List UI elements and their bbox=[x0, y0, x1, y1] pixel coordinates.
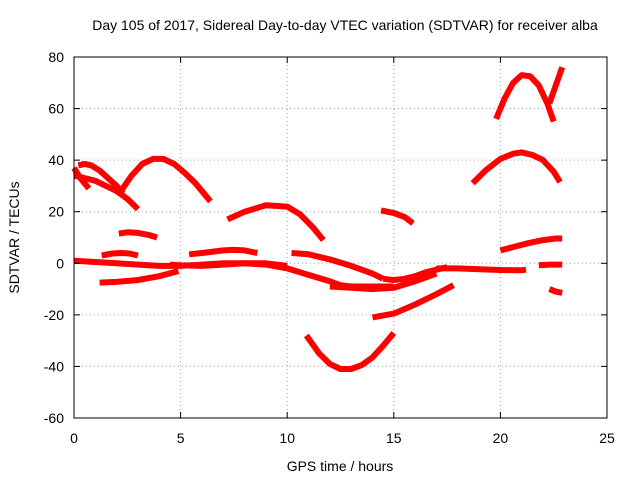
y-tick-label: -40 bbox=[44, 358, 64, 374]
series-arc-6 bbox=[101, 250, 139, 259]
series-arc-7 bbox=[118, 229, 158, 241]
series-arc-9 bbox=[169, 260, 245, 269]
series-arc-8 bbox=[99, 268, 180, 286]
x-tick-label: 15 bbox=[386, 430, 402, 446]
y-axis-label: SDTVAR / TECUs bbox=[6, 181, 22, 293]
data-series bbox=[71, 66, 566, 372]
x-tick-label: 20 bbox=[493, 430, 509, 446]
x-tick-label: 5 bbox=[177, 430, 185, 446]
y-tick-label: 80 bbox=[48, 49, 64, 65]
series-arc-23 bbox=[499, 235, 563, 254]
series-arc-2 bbox=[71, 166, 92, 191]
series-arc-12 bbox=[291, 250, 385, 282]
series-arc-19 bbox=[436, 265, 527, 274]
chart-title: Day 105 of 2017, Sidereal Day-to-day VTE… bbox=[92, 17, 598, 33]
axis-ticks: 0 5 10 15 20 25 -60 -40 -20 0 20 40 60 80 bbox=[44, 49, 615, 446]
series-arc-15 bbox=[380, 207, 415, 226]
y-tick-label: -60 bbox=[44, 410, 64, 426]
series-arc-10 bbox=[188, 246, 258, 258]
series-arc-1 bbox=[73, 172, 141, 212]
y-tick-label: 20 bbox=[48, 204, 64, 220]
series-arc-16 bbox=[329, 270, 438, 293]
series-arc-18 bbox=[371, 282, 455, 321]
series-arc-22 bbox=[546, 66, 566, 105]
series-arc-3 bbox=[77, 161, 126, 196]
series-arc-11 bbox=[226, 202, 326, 243]
plot-frame bbox=[73, 56, 608, 419]
series-arc-24 bbox=[538, 261, 563, 269]
series-arc-21 bbox=[493, 72, 557, 123]
series-arc-25 bbox=[548, 286, 563, 296]
series-arc-4 bbox=[118, 155, 213, 204]
y-tick-label: 0 bbox=[56, 255, 64, 271]
y-tick-label: 40 bbox=[48, 152, 64, 168]
series-arc-14 bbox=[303, 330, 397, 372]
series-arc-20 bbox=[470, 149, 563, 186]
y-tick-label: 60 bbox=[48, 101, 64, 117]
x-tick-label: 0 bbox=[70, 430, 78, 446]
x-axis-label: GPS time / hours bbox=[287, 458, 394, 474]
x-tick-label: 25 bbox=[599, 430, 615, 446]
x-tick-label: 10 bbox=[279, 430, 295, 446]
y-tick-label: -20 bbox=[44, 307, 64, 323]
